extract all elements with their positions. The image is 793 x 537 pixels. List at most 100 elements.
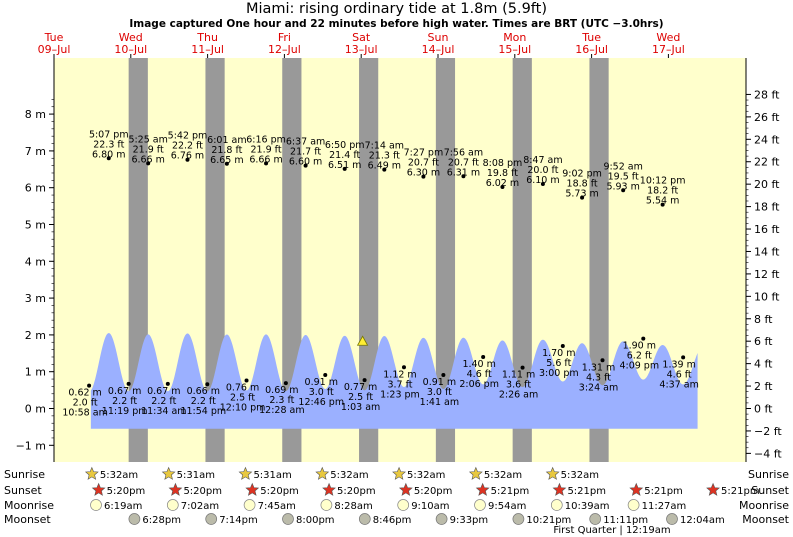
- right-axis-tick-label: 24 ft: [754, 133, 780, 146]
- low-tide-label: 3.0 ft: [427, 387, 452, 398]
- high-tide-label: 18.2 ft: [647, 186, 678, 197]
- high-tide-label: 5:42 pm: [168, 131, 208, 142]
- low-tide-dot: [681, 355, 686, 360]
- low-tide-label: 0.91 m: [423, 377, 456, 388]
- right-axis-tick-label: 20 ft: [754, 178, 780, 191]
- day-of-week-label: Fri: [278, 31, 291, 44]
- low-tide-dot: [401, 365, 406, 370]
- row-label-left: Moonrise: [4, 499, 54, 512]
- low-tide-dot: [520, 365, 525, 370]
- high-tide-label: 6.51 m: [328, 160, 361, 171]
- sunset-time: 5:21pm: [567, 486, 606, 497]
- high-tide-dot: [185, 157, 190, 162]
- sunrise-icon: [84, 466, 99, 480]
- high-tide-label: 9:52 am: [603, 161, 642, 172]
- moonrise-time: 6:19am: [104, 501, 142, 512]
- low-tide-label: 1:03 am: [341, 402, 380, 413]
- high-tide-dot: [303, 163, 308, 168]
- high-tide-label: 6.30 m: [407, 168, 440, 179]
- left-axis-tick-label: 2 m: [25, 329, 46, 342]
- high-tide-label: 20.7 ft: [408, 158, 439, 169]
- low-tide-label: 4:09 pm: [619, 361, 659, 372]
- moon-phase-label: First Quarter | 12:19am: [553, 525, 670, 536]
- tide-area: [90, 333, 698, 429]
- row-label-right: Sunrise: [748, 468, 789, 481]
- sunset-time: 5:20pm: [414, 486, 453, 497]
- right-axis-tick-label: 14 ft: [754, 245, 780, 258]
- low-tide-label: 1.70 m: [542, 348, 575, 359]
- left-axis-tick-label: −1 m: [16, 439, 46, 452]
- low-tide-label: 0.76 m: [226, 383, 259, 394]
- row-label-right: Sunset: [751, 484, 789, 497]
- moonset-time: 8:46pm: [373, 515, 412, 526]
- low-tide-label: 1.40 m: [462, 359, 495, 370]
- moonrise-icon: [474, 499, 486, 511]
- sunset-time: 5:20pm: [183, 486, 222, 497]
- low-tide-label: 3.6 ft: [506, 380, 531, 391]
- high-tide-dot: [106, 156, 111, 161]
- low-tide-label: 2.5 ft: [230, 393, 255, 404]
- high-tide-label: 5.54 m: [646, 196, 679, 207]
- right-axis-tick-label: 26 ft: [754, 111, 780, 124]
- moonrise-icon: [90, 499, 102, 511]
- high-tide-label: 21.3 ft: [369, 151, 400, 162]
- high-tide-label: 7:27 pm: [404, 148, 444, 159]
- sunset-icon: [706, 482, 720, 496]
- right-axis-tick-label: 6 ft: [754, 335, 773, 348]
- high-tide-label: 22.2 ft: [172, 141, 203, 152]
- sunrise-icon: [392, 466, 406, 480]
- high-tide-label: 10:12 pm: [640, 176, 686, 187]
- low-tide-label: 2.0 ft: [73, 398, 98, 409]
- sunset-icon: [91, 482, 106, 496]
- low-tide-dot: [126, 381, 131, 386]
- moonrise-time: 7:45am: [258, 501, 296, 512]
- right-axis-tick-label: 28 ft: [754, 88, 780, 101]
- sunrise-time: 5:31am: [253, 470, 291, 481]
- day-of-week-label: Tue: [44, 31, 64, 44]
- sunset-icon: [398, 482, 413, 496]
- sunrise-time: 5:32am: [561, 470, 599, 481]
- low-tide-label: 6.2 ft: [627, 351, 652, 362]
- low-tide-label: 2.2 ft: [112, 396, 137, 407]
- high-tide-label: 6.66 m: [249, 154, 282, 165]
- high-tide-label: 6.80 m: [92, 149, 125, 160]
- high-tide-dot: [660, 202, 665, 207]
- high-tide-label: 6.65 m: [210, 155, 243, 166]
- left-axis-tick-label: 1 m: [25, 366, 46, 379]
- high-tide-label: 6.60 m: [289, 157, 322, 168]
- low-tide-label: 0.66 m: [187, 386, 220, 397]
- moonset-time: 11:11pm: [603, 515, 648, 526]
- high-tide-label: 5.93 m: [606, 181, 639, 192]
- high-tide-label: 6:01 am: [207, 135, 246, 146]
- low-tide-label: 0.62 m: [68, 388, 101, 399]
- high-tide-dot: [146, 161, 151, 166]
- tide-water-area: [90, 333, 698, 429]
- high-tide-dot: [421, 174, 426, 179]
- low-tide-dot: [641, 336, 646, 341]
- high-tide-label: 21.9 ft: [251, 144, 282, 155]
- day-date-label: 17–Jul: [652, 43, 685, 56]
- high-tide-dot: [224, 161, 229, 166]
- low-tide-label: 3:24 am: [579, 382, 618, 393]
- high-tide-label: 20.0 ft: [527, 165, 558, 176]
- moonrise-icon: [627, 499, 640, 511]
- moonrise-icon: [550, 499, 563, 511]
- day-date-label: 14–Jul: [422, 43, 455, 56]
- low-tide-label: 2.3 ft: [269, 395, 294, 406]
- low-tide-label: 0.91 m: [305, 377, 338, 388]
- moonset-time: 10:21pm: [526, 515, 571, 526]
- low-tide-label: 10:58 am: [62, 408, 107, 419]
- right-axis-tick-label: 4 ft: [754, 358, 773, 371]
- low-tide-label: 4.6 ft: [467, 369, 492, 380]
- sunset-time: 5:20pm: [337, 486, 376, 497]
- sunrise-icon: [161, 466, 176, 480]
- low-tide-dot: [244, 378, 249, 383]
- low-tide-label: 4:37 am: [659, 379, 698, 390]
- sunrise-icon: [468, 466, 483, 480]
- low-tide-label: 3.0 ft: [309, 387, 334, 398]
- sunset-time: 5:21pm: [721, 486, 760, 497]
- sunrise-icon: [315, 466, 330, 480]
- moonrise-time: 9:10am: [411, 501, 449, 512]
- low-tide-label: 11:19 pm: [102, 406, 148, 417]
